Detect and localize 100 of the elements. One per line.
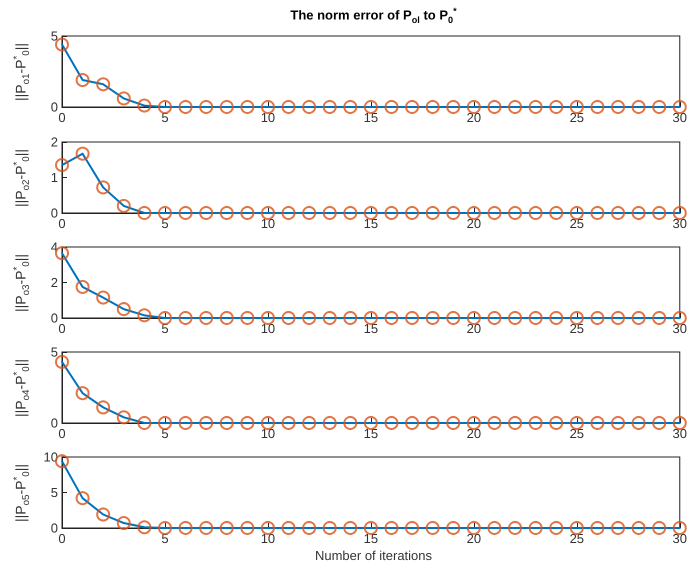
point [652,311,666,325]
point [549,311,564,325]
point [508,206,522,220]
point [302,416,316,430]
point [178,416,193,430]
point [466,206,481,220]
point [570,206,584,220]
point [137,98,152,113]
point [199,206,214,220]
point [260,311,275,325]
point [632,206,646,220]
x-tick-label: 20 [466,110,482,125]
point [178,100,193,114]
point [405,100,420,114]
x-tick-label: 5 [161,531,169,546]
point [220,416,234,430]
x-tick-label: 25 [570,216,584,231]
point [570,416,584,430]
point [116,91,131,106]
x-tick-label: 20 [466,216,482,231]
point [405,521,420,535]
point [199,100,214,114]
x-tick-label: 15 [364,531,378,546]
y-tick-label: 10 [44,450,58,464]
x-tick-label: 25 [570,531,584,546]
point [426,311,440,325]
point [302,311,316,325]
x-axis-title: Number of iterations [314,548,434,563]
point [282,206,296,220]
point [466,521,481,535]
point [260,100,275,114]
point [364,206,378,220]
point [487,416,502,430]
point [426,416,440,430]
point [590,206,604,220]
x-tick-label: 30 [672,216,688,231]
point [364,100,378,114]
point [405,416,420,430]
point [549,206,564,220]
point [343,521,358,535]
point [528,416,543,430]
y-tick-label: 0 [50,416,58,430]
point [178,311,193,325]
point [240,206,254,220]
point [158,206,172,220]
point [282,521,296,535]
point [96,77,110,92]
point [137,206,152,220]
point [426,206,440,220]
point [322,416,337,430]
point [570,311,584,325]
point [528,521,543,535]
x-tick-label: 10 [260,321,276,336]
point [322,311,337,325]
point [508,416,522,430]
line-series [61,460,681,529]
point [384,416,398,430]
point [590,521,604,535]
point [364,311,378,325]
point [549,100,564,114]
point [364,521,378,535]
point [199,311,214,325]
x-tick-label: 25 [570,426,584,441]
point [260,416,275,430]
y-tick-label: 5 [50,28,58,44]
point [96,290,110,305]
point [384,521,398,535]
x-tick-label: 20 [466,426,482,441]
x-tick-label: 5 [161,216,169,231]
point [158,521,172,535]
point [302,521,316,535]
point [343,100,358,114]
point [343,416,358,430]
point [549,521,564,535]
x-tick-label: 20 [466,321,482,336]
point [116,516,131,530]
point [384,206,398,220]
point [611,521,625,535]
point [137,416,152,430]
point [96,400,110,414]
point [446,416,460,430]
point [55,158,69,172]
point [116,410,131,424]
point [466,100,481,114]
point [652,521,666,535]
point [260,521,275,535]
y-tick-label: 5 [50,485,58,500]
point [220,100,234,114]
x-tick-label: 5 [161,321,169,336]
x-tick-label: 10 [260,531,276,546]
x-tick-label: 5 [161,110,169,125]
point [611,416,625,430]
point [611,206,625,220]
point [528,206,543,220]
y-tick-label: 2 [50,275,58,290]
point [384,311,398,325]
point [570,521,584,535]
y-tick-label: 1 [50,170,58,185]
y-tick-label: 4 [50,240,58,254]
point [405,311,420,325]
